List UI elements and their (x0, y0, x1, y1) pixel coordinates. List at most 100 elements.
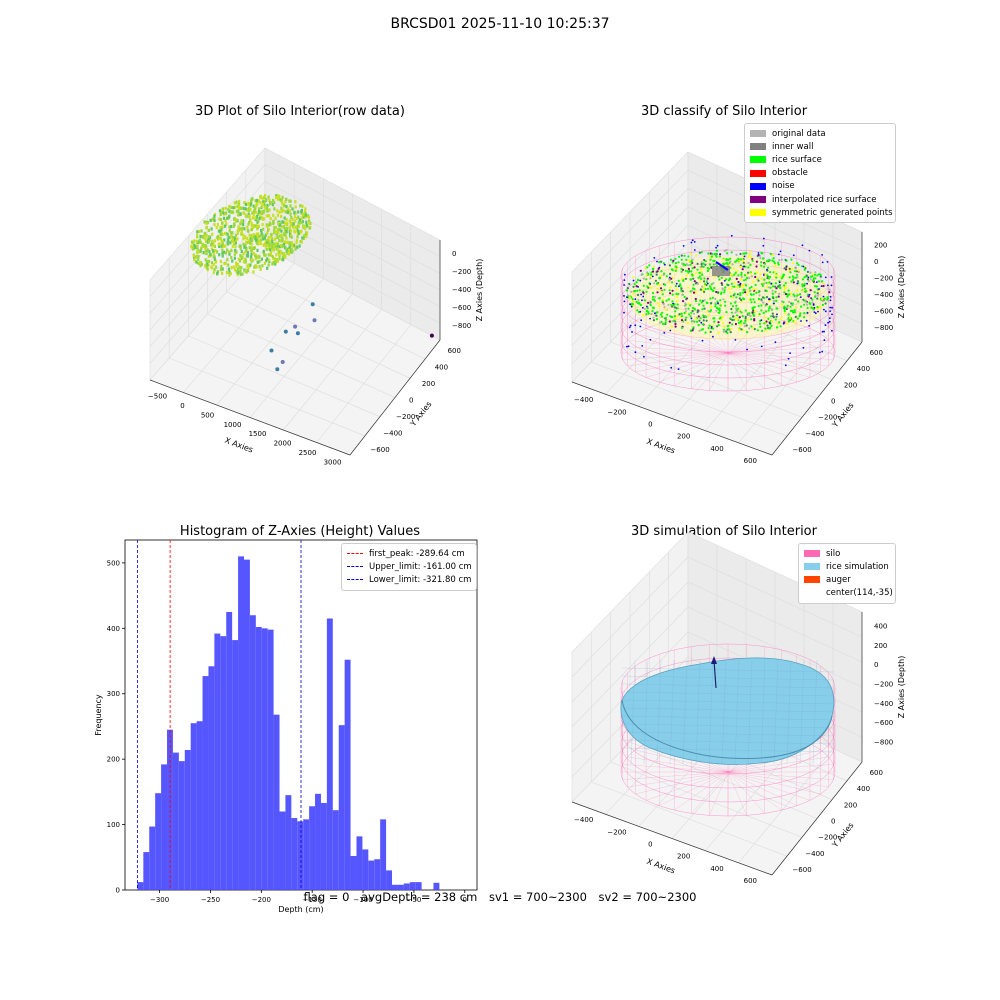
class-point (787, 312, 790, 315)
class-point (635, 300, 638, 303)
cloud-point (227, 238, 230, 242)
cloud-point (254, 218, 257, 222)
noise-point (668, 276, 671, 279)
class-point (637, 278, 640, 281)
symmetric-points-area (628, 256, 828, 340)
cloud-point (255, 214, 258, 218)
class-point (786, 322, 789, 325)
surface-mesh-line (695, 659, 701, 765)
cloud-point (221, 225, 224, 229)
class-point (813, 291, 816, 294)
class-point (671, 316, 674, 319)
class-point (685, 258, 688, 261)
class-point (764, 316, 767, 319)
class-point (730, 328, 733, 331)
status-line: flag = 0 avgDepth = 238 cm sv1 = 700~230… (0, 890, 1000, 904)
class-point (760, 261, 763, 264)
noise-point (723, 279, 726, 282)
class-point (723, 291, 726, 294)
class-point (706, 266, 709, 270)
cloud-point (254, 224, 257, 228)
class-point (778, 284, 782, 287)
class-point (765, 329, 768, 332)
class-point (738, 316, 741, 319)
cloud-point (206, 220, 209, 225)
noise-point (831, 306, 833, 309)
cloud-point (228, 209, 231, 213)
class-point (782, 275, 785, 278)
class-point (729, 302, 733, 305)
class-point (640, 273, 643, 276)
cloud-point (290, 250, 293, 254)
legend-swatch (804, 550, 820, 558)
class-point (674, 269, 677, 272)
class-point (652, 265, 656, 268)
y-tick-label: 0 (831, 398, 835, 406)
class-point (773, 262, 777, 265)
class-point (737, 307, 740, 310)
cloud-point (297, 224, 300, 229)
class-point (765, 320, 768, 323)
y-tick-label: −600 (370, 446, 389, 454)
cloud-point (254, 216, 257, 220)
class-point (705, 281, 708, 284)
cloud-point (291, 244, 294, 248)
class-point (793, 270, 797, 273)
class-point (680, 270, 683, 273)
class-point (734, 322, 738, 326)
class-point (731, 305, 735, 308)
cloud-point (214, 249, 217, 253)
class-point (708, 263, 712, 266)
cloud-point (226, 248, 229, 252)
cloud-point (231, 231, 234, 235)
class-point (767, 286, 770, 289)
class-point (729, 260, 732, 263)
silo-floor-spoke (674, 352, 729, 387)
class-point (821, 297, 824, 300)
cloud-point (208, 250, 211, 254)
cloud-point (221, 208, 224, 212)
cloud-point (248, 246, 251, 250)
class-point (763, 278, 766, 281)
x-tick-label: −150 (303, 896, 322, 904)
class-point (707, 314, 710, 317)
class-point (754, 272, 757, 275)
histogram-bar (362, 849, 369, 890)
class-point (711, 252, 714, 256)
noise-point (812, 303, 815, 305)
noise-point (829, 306, 832, 309)
class-point (687, 302, 690, 305)
class-point (738, 328, 741, 331)
z-tick-label: −800 (452, 322, 471, 330)
surface-mesh-line (812, 659, 818, 765)
class-point (708, 255, 711, 258)
class-point (718, 311, 721, 314)
noise-point (634, 298, 637, 300)
noise-point (739, 282, 742, 285)
class-point (703, 299, 706, 302)
cloud-point (259, 267, 262, 271)
cloud-point (265, 214, 269, 218)
surface-mesh-line (621, 675, 835, 681)
noise-point (746, 348, 748, 351)
noise-point (623, 300, 626, 303)
noise-point (828, 317, 831, 320)
class-point (659, 274, 663, 277)
class-point (826, 296, 829, 299)
class-point (746, 318, 749, 321)
cloud-point (280, 206, 283, 210)
y-tick-label: −400 (805, 850, 824, 858)
class-point (692, 291, 696, 294)
class-point (678, 255, 681, 258)
cloud-point (268, 244, 271, 248)
noise-point (730, 234, 733, 237)
cloud-point (216, 271, 219, 275)
noise-point (801, 244, 804, 247)
class-point (803, 268, 806, 271)
cloud-point (282, 253, 285, 257)
cloud-point (238, 265, 241, 269)
class-point (663, 283, 667, 286)
class-point (692, 283, 695, 286)
cloud-point (237, 212, 240, 216)
